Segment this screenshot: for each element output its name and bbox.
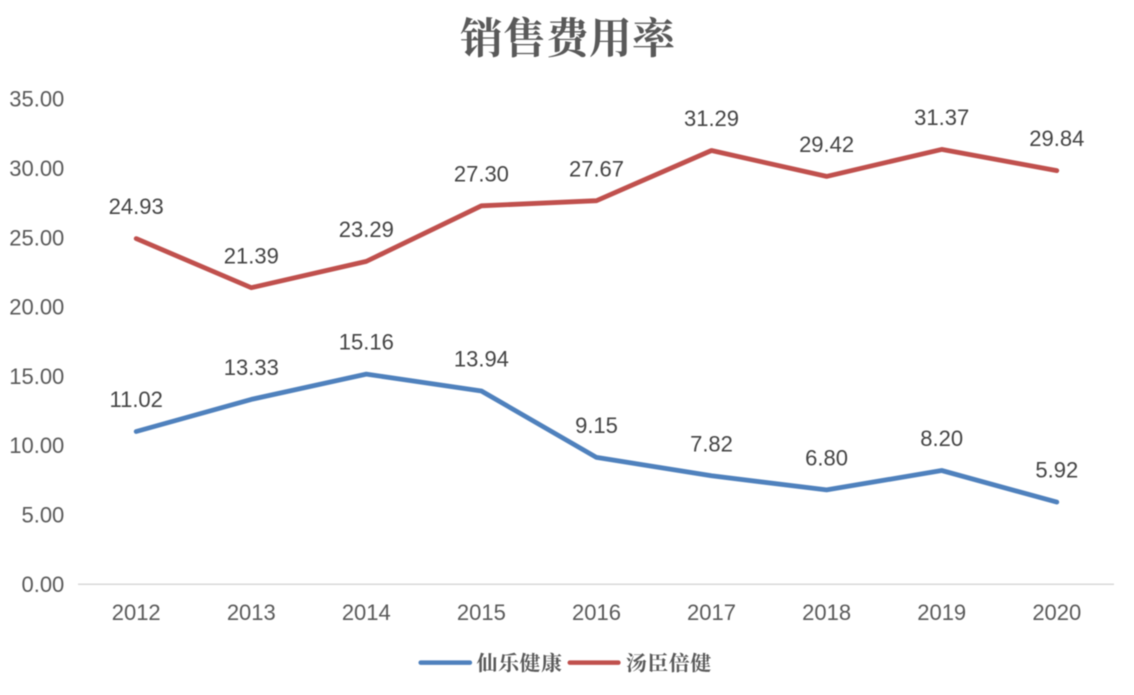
svg-text:25.00: 25.00: [9, 225, 64, 250]
svg-text:11.02: 11.02: [109, 387, 162, 412]
svg-text:27.67: 27.67: [569, 156, 624, 181]
svg-text:10.00: 10.00: [9, 433, 64, 458]
svg-text:30.00: 30.00: [9, 156, 64, 181]
svg-text:2013: 2013: [227, 600, 276, 625]
svg-text:31.29: 31.29: [684, 106, 739, 131]
svg-text:2017: 2017: [687, 600, 736, 625]
svg-text:2016: 2016: [572, 600, 621, 625]
svg-text:2015: 2015: [457, 600, 506, 625]
svg-text:27.30: 27.30: [454, 161, 509, 186]
svg-text:2020: 2020: [1032, 600, 1081, 625]
svg-text:29.84: 29.84: [1029, 126, 1084, 151]
svg-text:6.80: 6.80: [805, 446, 848, 471]
svg-text:0.00: 0.00: [21, 572, 64, 597]
svg-text:2019: 2019: [917, 600, 966, 625]
svg-text:35.00: 35.00: [9, 87, 64, 112]
svg-text:2012: 2012: [112, 600, 161, 625]
svg-text:20.00: 20.00: [9, 295, 64, 320]
svg-text:24.93: 24.93: [109, 194, 164, 219]
svg-text:31.37: 31.37: [914, 105, 969, 130]
svg-text:21.39: 21.39: [224, 243, 279, 268]
svg-text:29.42: 29.42: [799, 132, 854, 157]
svg-text:8.20: 8.20: [920, 426, 963, 451]
svg-text:5.92: 5.92: [1035, 458, 1078, 483]
svg-text:23.29: 23.29: [339, 217, 394, 242]
svg-text:2018: 2018: [802, 600, 851, 625]
svg-text:9.15: 9.15: [575, 413, 618, 438]
svg-text:13.94: 13.94: [454, 347, 509, 372]
svg-text:15.00: 15.00: [9, 364, 64, 389]
svg-text:7.82: 7.82: [690, 431, 733, 456]
svg-text:2014: 2014: [342, 600, 391, 625]
svg-text:15.16: 15.16: [339, 330, 394, 355]
svg-text:13.33: 13.33: [224, 355, 279, 380]
svg-text:5.00: 5.00: [21, 503, 64, 528]
